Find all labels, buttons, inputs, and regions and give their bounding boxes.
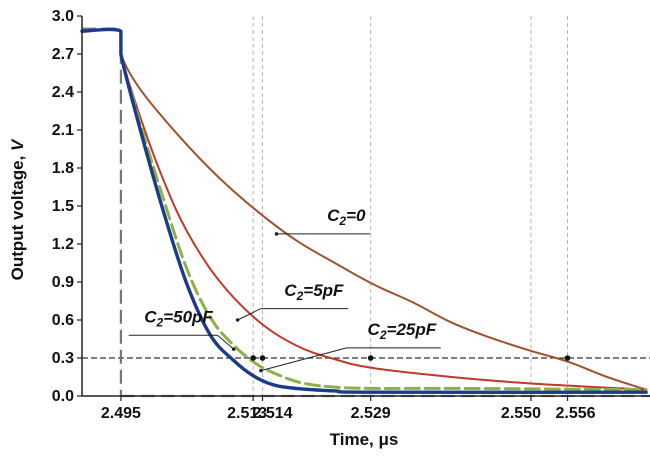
- annotation-leader-tip: [274, 232, 279, 236]
- threshold-marker: [367, 355, 374, 361]
- y-tick-label: 0.3: [52, 350, 74, 367]
- y-tick-label: 2.4: [52, 84, 74, 101]
- y-tick-label: 1.8: [52, 160, 74, 177]
- y-tick-label: 0.0: [52, 388, 74, 405]
- y-tick-label: 1.2: [52, 236, 74, 253]
- x-tick-label: 2.513: [227, 405, 267, 422]
- series-line-2: [80, 27, 648, 392]
- annotation-1: C2=5pF: [235, 281, 349, 322]
- annotation-label: C2=25pF: [368, 320, 437, 342]
- x-tick-label: 2.495: [101, 405, 141, 422]
- annotation-leader-tip: [235, 318, 240, 322]
- series-group: [80, 27, 648, 395]
- series-line-3: [80, 27, 648, 395]
- series-line-0: [81, 28, 648, 391]
- annotation-leader-tip: [231, 347, 236, 351]
- annotation-2: C2=50pF: [128, 308, 236, 351]
- axes: 0.0 0.3 0.6 0.9 1.2 1.5 1.8 2.1 2.4 2.7 3.0 2.495 2.…: [52, 8, 650, 422]
- y-tick-label: 2.1: [52, 122, 74, 139]
- y-axis-title: Output voltage, V: [8, 138, 27, 280]
- y-axis-title-unit: V: [8, 138, 27, 151]
- annotation-label: C2=50pF: [144, 308, 213, 330]
- y-tick-label: 1.5: [52, 198, 74, 215]
- annotation-leader-tip: [259, 368, 263, 373]
- series-line-1: [81, 28, 648, 391]
- y-axis-title-text: Output voltage,: [8, 151, 27, 280]
- annotation-leader: [260, 347, 347, 372]
- threshold-marker: [259, 355, 266, 361]
- annotation-label: C2=5pF: [284, 281, 344, 303]
- x-tick-label: 2.556: [555, 405, 595, 422]
- annotation-0: C2=0: [274, 206, 370, 236]
- x-tick-label: 2.550: [501, 405, 541, 422]
- marker-group: [250, 355, 571, 361]
- annotation-leader: [217, 334, 235, 350]
- y-tick-label: 3.0: [52, 8, 74, 25]
- annotation-label: C2=0: [327, 206, 366, 228]
- x-tick-label: 2.514: [252, 405, 292, 422]
- annotation-3: C2=25pF: [259, 320, 441, 373]
- threshold-marker: [564, 355, 571, 361]
- x-axis-title: Time, μs: [330, 430, 399, 449]
- annotation-leader: [237, 308, 262, 321]
- input-pulse-line: [82, 27, 123, 396]
- x-tick-label: 2.529: [351, 405, 391, 422]
- y-tick-label: 0.9: [52, 274, 74, 291]
- y-tick-label: 0.6: [52, 312, 74, 329]
- y-tick-label: 2.7: [52, 46, 74, 63]
- annotation-group: C2=0 C2=5pF C2=50pF C2=25pF: [128, 206, 441, 373]
- threshold-marker: [250, 355, 256, 361]
